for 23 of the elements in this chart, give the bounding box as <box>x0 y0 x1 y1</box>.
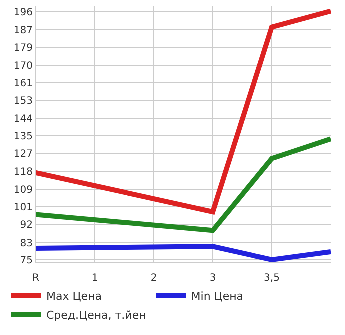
x-tick-label: R <box>32 273 40 284</box>
x-tick-label: 3 <box>210 273 216 284</box>
x-tick-label: 1 <box>92 273 98 284</box>
y-tick-label: 109 <box>14 185 33 196</box>
legend-label: Сред.Цена, т.йен <box>46 308 146 322</box>
y-tick-label: 196 <box>14 8 33 19</box>
y-tick-label: 170 <box>14 60 33 72</box>
legend-label: Max Цена <box>46 290 102 303</box>
y-tick-label: 101 <box>14 202 33 214</box>
y-tick-label: 127 <box>14 149 33 160</box>
y-tick-label: 187 <box>14 25 33 36</box>
y-tick-label: 75 <box>20 255 33 266</box>
y-tick-label: 144 <box>14 114 33 125</box>
y-tick-label: 153 <box>14 96 33 108</box>
y-tick-label: 179 <box>14 43 33 54</box>
y-tick-label: 83 <box>20 238 33 250</box>
y-tick-label: 161 <box>14 78 33 90</box>
y-tick-label: 118 <box>14 166 33 178</box>
x-tick-label: 3,5 <box>264 273 280 284</box>
y-tick-label: 92 <box>20 220 33 232</box>
y-tick-label: 135 <box>14 132 33 143</box>
legend-label: Min Цена <box>191 290 244 303</box>
x-tick-label: 2 <box>150 273 158 284</box>
